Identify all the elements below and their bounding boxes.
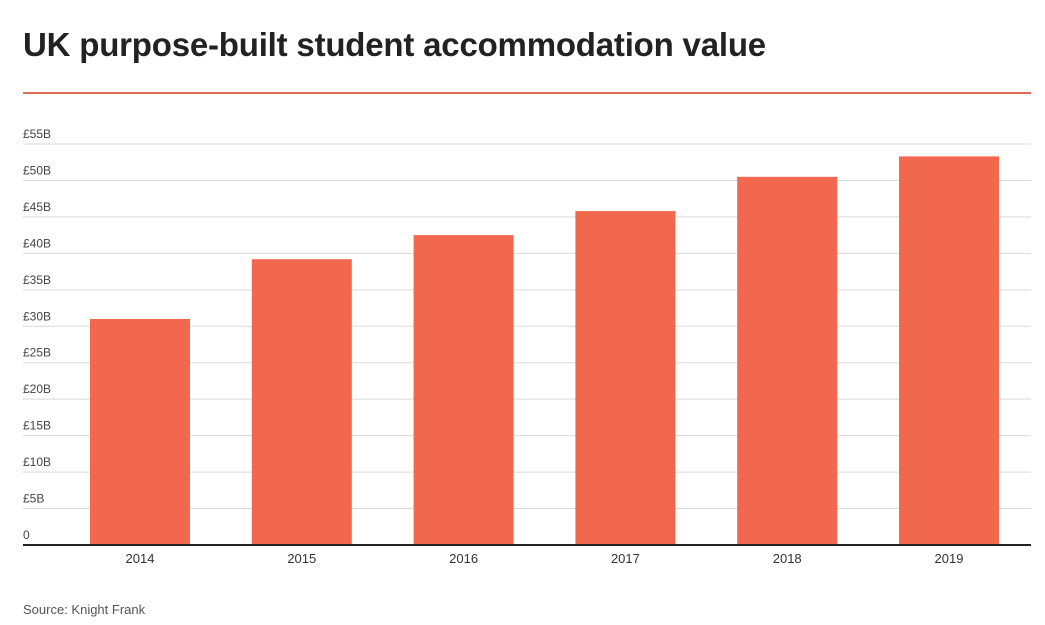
gridlines <box>23 143 1031 510</box>
bar-2019 <box>899 156 999 546</box>
y-tick-label: £10B <box>23 455 51 469</box>
bar-2015 <box>251 259 352 545</box>
y-tick-label: £55B <box>23 127 51 141</box>
y-tick-label: £35B <box>23 273 51 287</box>
x-tick-label: 2019 <box>935 551 964 566</box>
x-tick-label: 2018 <box>773 551 802 566</box>
x-tick-label: 2015 <box>287 551 316 566</box>
y-tick-label: £15B <box>23 419 51 433</box>
bar-2018 <box>737 176 838 546</box>
bars <box>90 156 999 546</box>
y-tick-label: £20B <box>23 382 51 396</box>
bar-chart: 0 £5B £10B £15B £20B £25B £30B £35B £40B £45B £50B… <box>23 127 1031 566</box>
x-tick-label: 2017 <box>611 551 640 566</box>
y-tick-label: £50B <box>23 163 51 177</box>
chart-title: UK purpose-built student accommodation v… <box>23 26 766 63</box>
source-note: Source: Knight Frank <box>23 602 146 617</box>
x-axis-ticks: 2014 2015 2016 2017 2018 2019 <box>126 551 964 566</box>
x-tick-label: 2016 <box>449 551 478 566</box>
y-tick-label: £40B <box>23 236 51 250</box>
y-axis-ticks: 0 £5B £10B £15B £20B £25B £30B £35B £40B £45B £50B… <box>23 127 51 542</box>
y-tick-label: £5B <box>23 492 44 506</box>
bar-2017 <box>575 211 676 546</box>
y-tick-label: £25B <box>23 346 51 360</box>
y-tick-label: £30B <box>23 309 51 323</box>
y-tick-label: 0 <box>23 528 30 542</box>
bar-2016 <box>413 235 514 546</box>
y-tick-label: £45B <box>23 200 51 214</box>
title-divider <box>23 92 1031 94</box>
bar-2014 <box>90 318 190 545</box>
x-tick-label: 2014 <box>126 551 155 566</box>
